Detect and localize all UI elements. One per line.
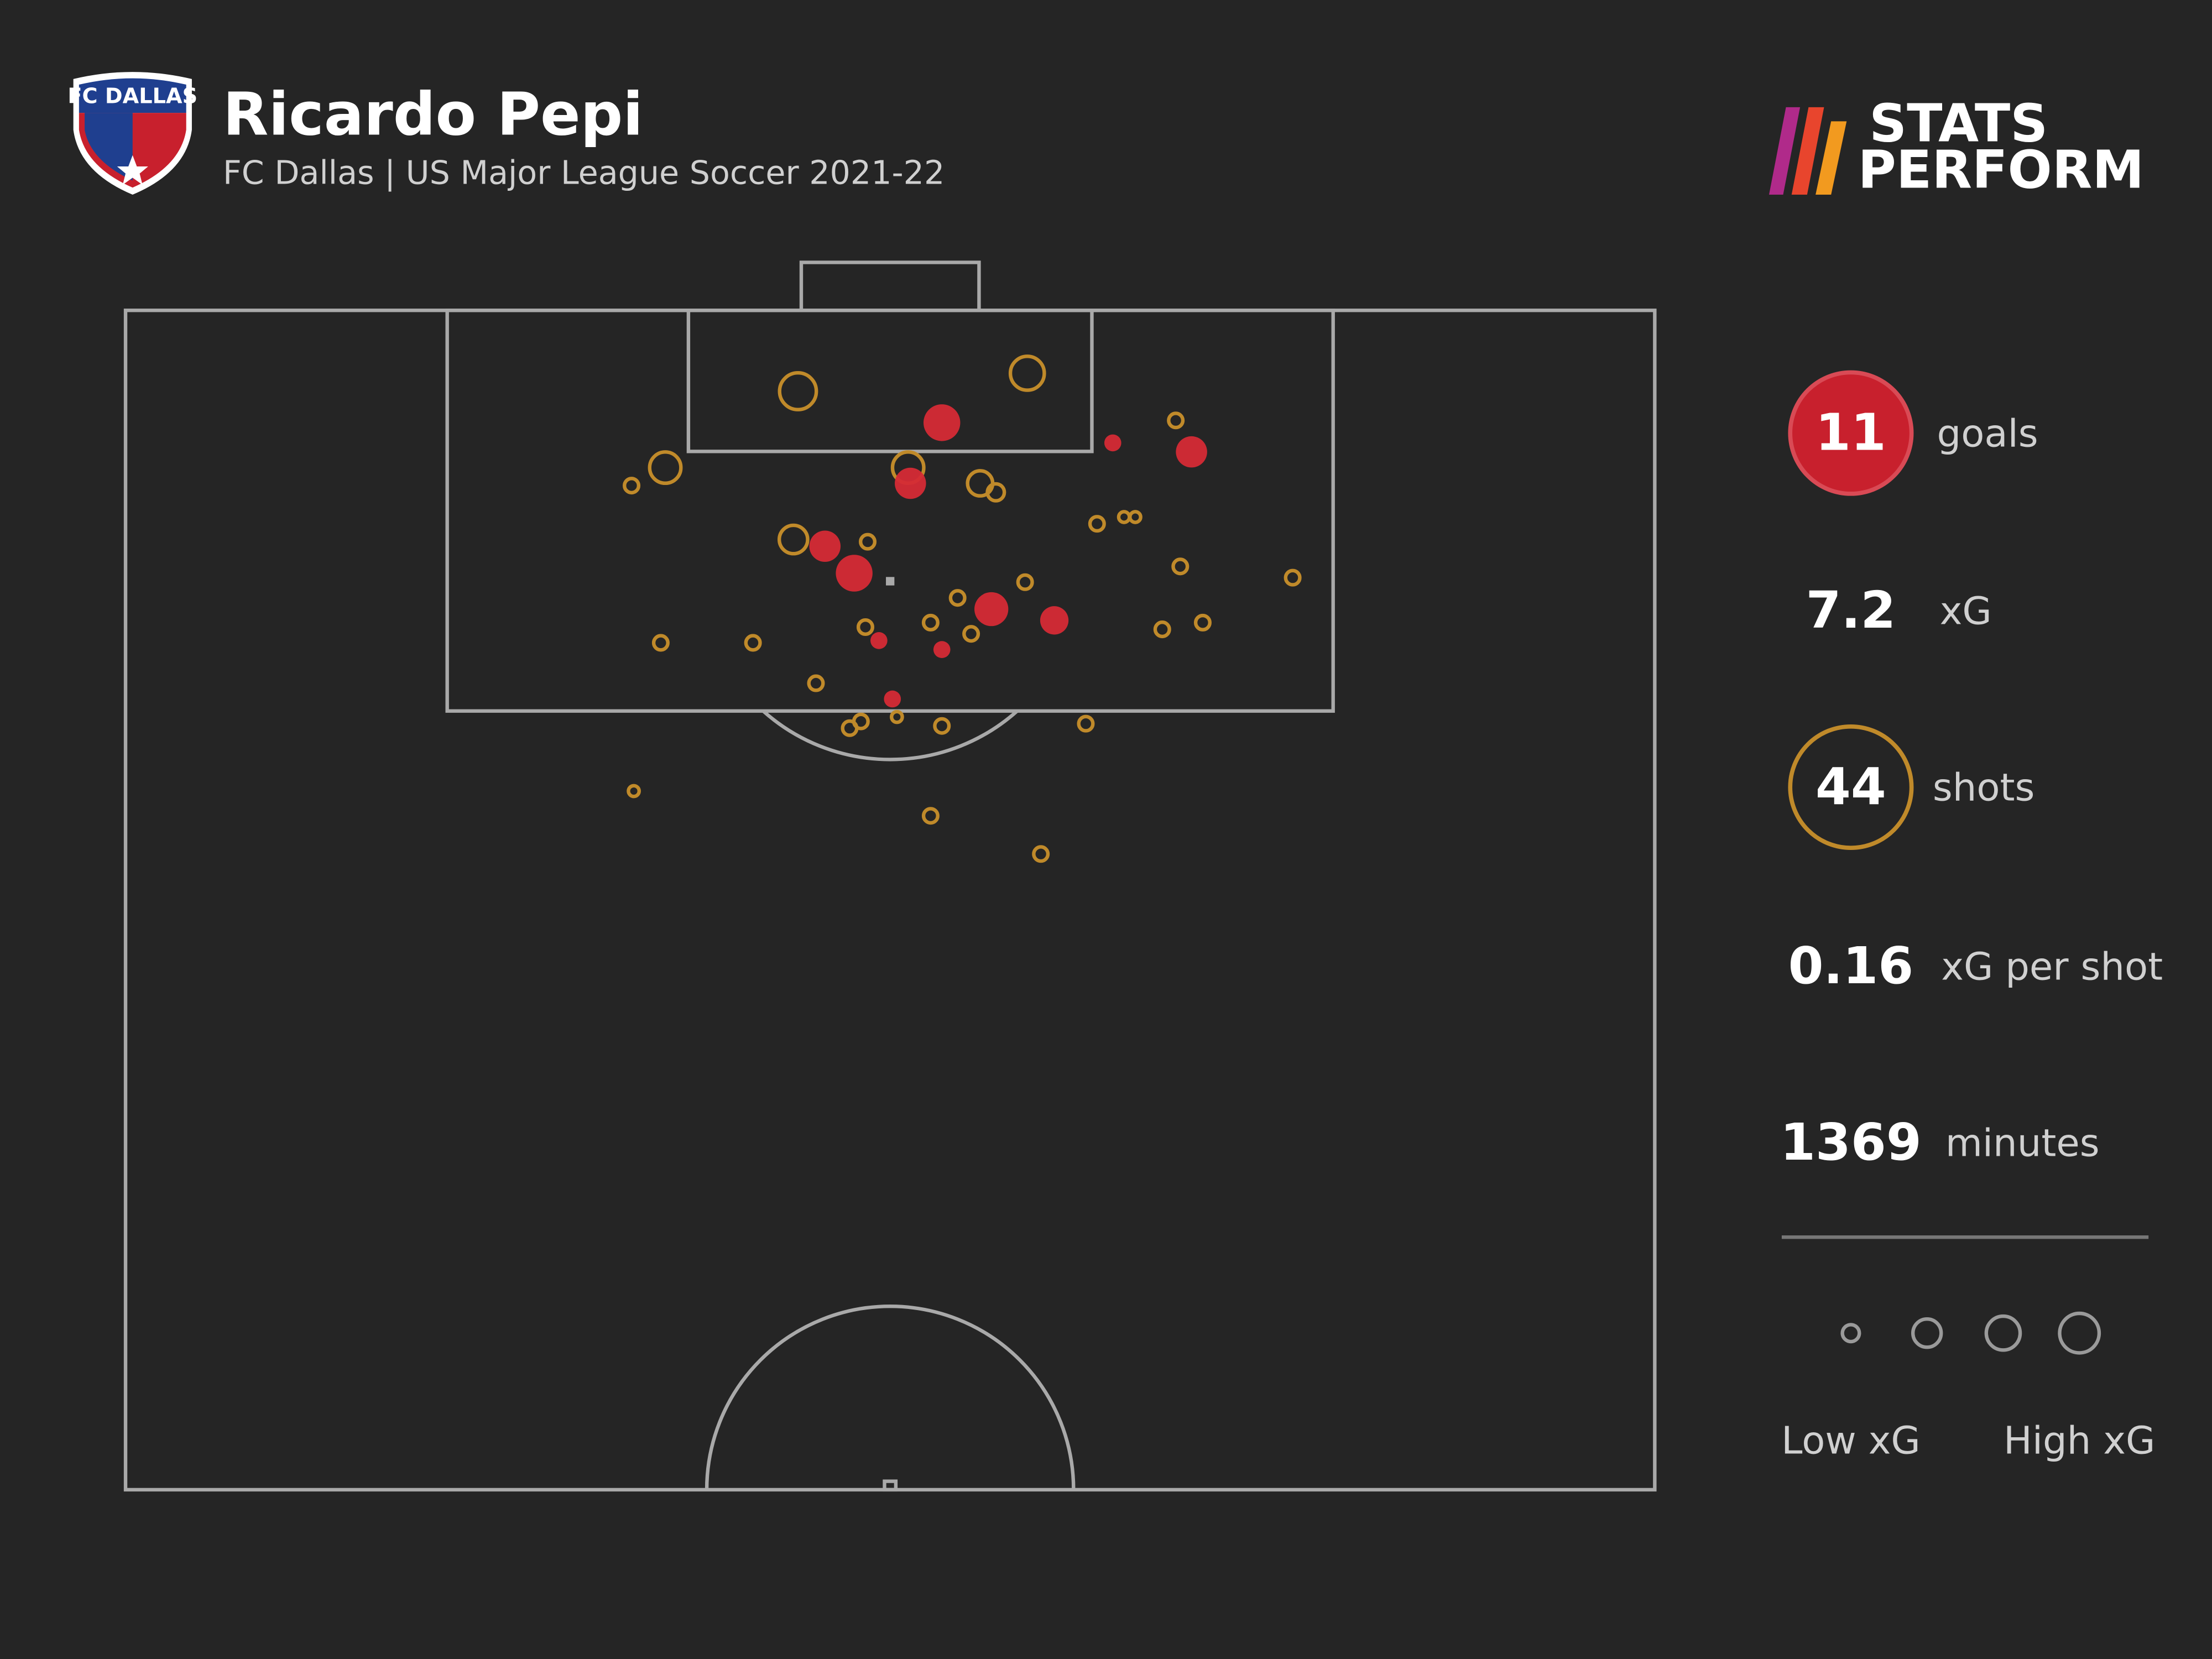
size-legend [1840,1311,2101,1355]
shot [890,709,904,724]
stat-value: 0.16 [1788,936,1914,995]
shot [948,589,967,607]
shot [1284,568,1302,587]
shot [1128,510,1142,524]
legend-low: Low xG [1781,1419,1921,1463]
chart-subtitle: FC Dallas | US Major League Soccer 2021-… [223,154,945,191]
goal-shot [895,467,926,499]
shot [623,477,641,495]
shot [1193,613,1212,632]
shot [651,634,670,652]
club-logo: FC DALLAS [67,72,197,195]
stat-value: 1369 [1780,1113,1922,1172]
shot [627,784,641,799]
stat-value: 11 [1815,403,1886,462]
shot [856,618,874,637]
brand-logo: STATS PERFORM [1768,93,2145,201]
stat-value: 44 [1815,757,1886,816]
shot [777,523,810,556]
stat-label: xG [1940,589,1992,634]
shot [807,674,825,692]
shot [1171,557,1190,576]
stats-panel: Low xG High xG 11 goals 7.2 xG 44 shots 0.16 xG… [1780,370,2163,1463]
chart-title: Ricardo Pepi [223,81,643,149]
stat-label: shots [1933,766,2035,810]
stat-label: minutes [1945,1121,2100,1165]
pitch [123,260,1657,1492]
shot [1088,515,1106,533]
legend-high: High xG [2004,1419,2155,1463]
goal-shot [933,641,951,658]
shots-badge [1788,724,1914,850]
goal-shot [836,555,873,592]
shot [1016,573,1034,591]
shot [1077,714,1095,733]
shot [859,533,877,551]
shot [921,613,940,632]
goals-badge [1788,370,1914,496]
shot [1153,620,1171,639]
brand-text: STATS [1869,93,2048,154]
shot [778,371,818,411]
shot [744,634,762,652]
shot [1032,845,1050,863]
stat-value: 7.2 [1806,581,1896,640]
goal-shot [870,632,888,649]
shot [962,625,980,643]
shot [933,717,951,735]
shot [648,450,683,486]
club-logo-text: FC DALLAS [67,84,197,109]
stat-label: goals [1937,411,2038,456]
shot [1008,354,1046,392]
goal-shot [1040,606,1069,635]
goal-shot [1104,434,1121,452]
shot [1167,411,1185,430]
goal-shot [884,690,901,708]
shots-layer [623,354,1302,863]
goal-shot [1176,436,1207,468]
goal-shot [923,404,961,441]
goal-shot [974,592,1009,627]
shot [841,719,859,737]
brand-text: PERFORM [1858,140,2145,201]
shot [985,482,1006,503]
stat-label: xG per shot [1941,945,2163,989]
shot [921,807,940,825]
goal-shot [809,530,841,562]
